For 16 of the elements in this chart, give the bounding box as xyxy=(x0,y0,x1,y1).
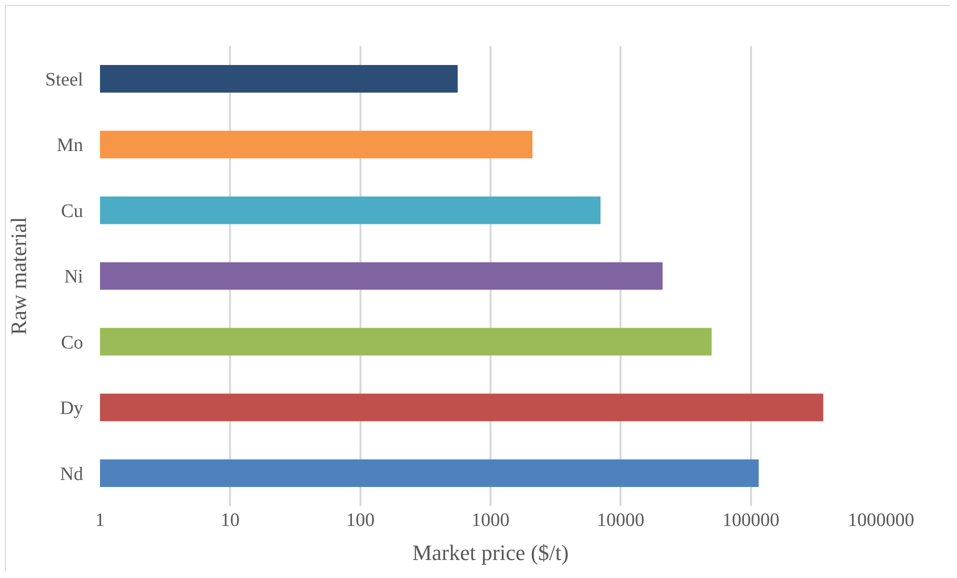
x-tick-label: 10 xyxy=(220,510,240,531)
y-axis-title: Raw material xyxy=(6,217,31,335)
x-tick-label: 1 xyxy=(95,510,105,531)
y-tick-label: Cu xyxy=(61,200,84,222)
x-tick-label: 10000 xyxy=(596,510,644,531)
y-tick-label: Co xyxy=(61,332,84,354)
x-tick-label: 1000000 xyxy=(848,510,914,531)
y-tick-label: Nd xyxy=(60,464,84,485)
y-tick-label: Ni xyxy=(64,266,84,288)
y-tick-label: Steel xyxy=(45,70,84,91)
x-tick-label: 1000 xyxy=(472,510,510,531)
y-tick-label: Dy xyxy=(60,398,84,420)
x-tick-label: 100000 xyxy=(722,510,780,531)
x-axis-title: Market price ($/t) xyxy=(412,540,569,565)
y-tick-label: Mn xyxy=(56,135,84,156)
x-tick-label: 100 xyxy=(346,510,375,531)
